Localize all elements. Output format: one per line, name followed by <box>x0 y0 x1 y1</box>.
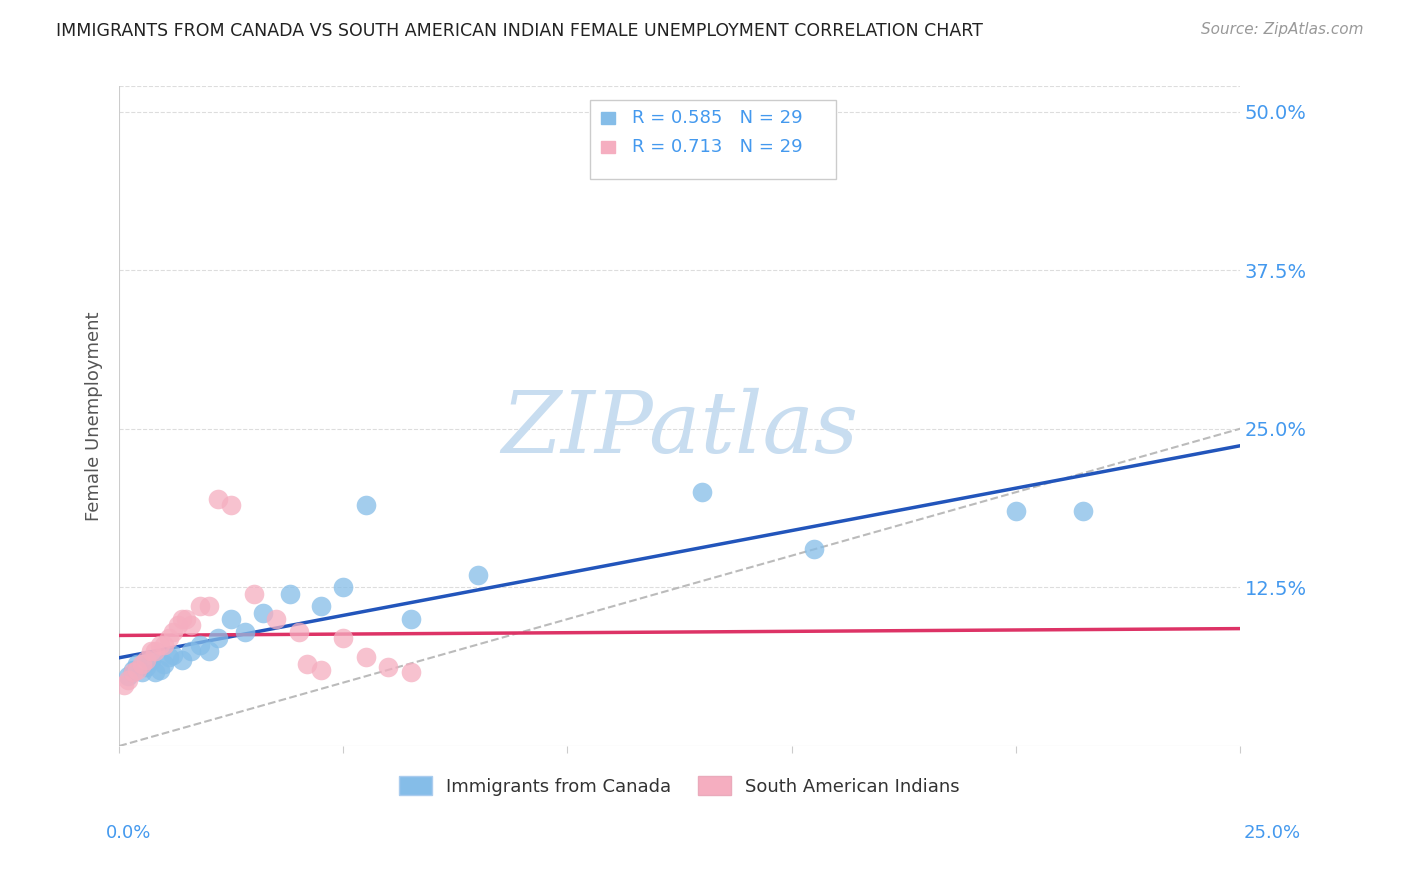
FancyBboxPatch shape <box>591 100 837 178</box>
Point <box>153 657 176 671</box>
Text: IMMIGRANTS FROM CANADA VS SOUTH AMERICAN INDIAN FEMALE UNEMPLOYMENT CORRELATION : IMMIGRANTS FROM CANADA VS SOUTH AMERICAN… <box>56 22 983 40</box>
Point <box>188 599 211 614</box>
Point <box>176 612 198 626</box>
Point <box>166 618 188 632</box>
Point <box>121 665 143 680</box>
Point <box>221 612 243 626</box>
Point <box>170 612 193 626</box>
Point <box>121 663 143 677</box>
Point <box>399 665 422 680</box>
FancyBboxPatch shape <box>600 112 616 124</box>
Legend: Immigrants from Canada, South American Indians: Immigrants from Canada, South American I… <box>392 769 967 803</box>
Point <box>233 624 256 639</box>
Point <box>170 653 193 667</box>
Point <box>207 491 229 506</box>
Point <box>117 669 139 683</box>
Point <box>127 663 149 677</box>
Point <box>264 612 287 626</box>
Point <box>1004 504 1026 518</box>
Point <box>131 665 153 680</box>
Text: R = 0.713   N = 29: R = 0.713 N = 29 <box>633 138 803 156</box>
Point <box>127 657 149 671</box>
Point <box>332 631 354 645</box>
Point <box>112 678 135 692</box>
Point <box>198 644 221 658</box>
Point <box>309 599 332 614</box>
Point <box>252 606 274 620</box>
Point <box>143 665 166 680</box>
Text: Source: ZipAtlas.com: Source: ZipAtlas.com <box>1201 22 1364 37</box>
Point <box>198 599 221 614</box>
Point <box>207 631 229 645</box>
Y-axis label: Female Unemployment: Female Unemployment <box>86 311 103 521</box>
Point <box>162 648 184 662</box>
Point <box>131 657 153 671</box>
Point <box>297 657 319 671</box>
Text: 25.0%: 25.0% <box>1243 824 1301 842</box>
Point <box>221 498 243 512</box>
Point <box>242 587 264 601</box>
Point <box>278 587 301 601</box>
Point <box>139 644 162 658</box>
Point <box>287 624 309 639</box>
Point <box>399 612 422 626</box>
Point <box>135 660 157 674</box>
Point <box>188 638 211 652</box>
Text: 0.0%: 0.0% <box>105 824 150 842</box>
Point <box>153 638 176 652</box>
Text: R = 0.585   N = 29: R = 0.585 N = 29 <box>633 109 803 127</box>
Point <box>143 644 166 658</box>
Point <box>309 663 332 677</box>
Point <box>354 498 377 512</box>
FancyBboxPatch shape <box>600 141 616 153</box>
Point <box>467 567 489 582</box>
Point <box>135 653 157 667</box>
Point <box>690 485 713 500</box>
Point <box>117 673 139 687</box>
Point <box>149 638 172 652</box>
Point <box>180 618 202 632</box>
Point <box>162 624 184 639</box>
Point <box>354 650 377 665</box>
Point <box>332 581 354 595</box>
Point <box>149 663 172 677</box>
Point <box>1071 504 1094 518</box>
Point <box>157 631 180 645</box>
Text: ZIPatlas: ZIPatlas <box>501 388 858 471</box>
Point <box>157 650 180 665</box>
Point <box>377 660 399 674</box>
Point <box>180 644 202 658</box>
Point <box>803 542 825 557</box>
Point <box>139 653 162 667</box>
